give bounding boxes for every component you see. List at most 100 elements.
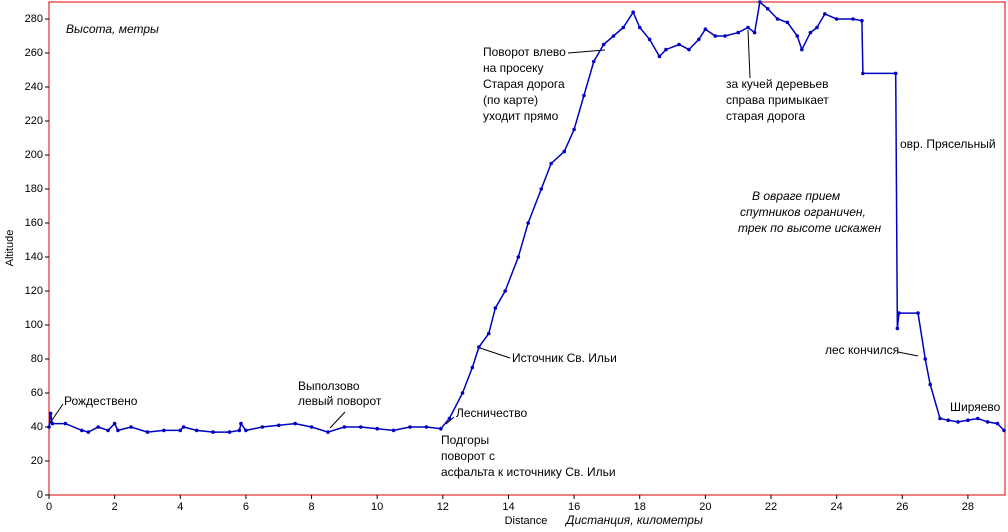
annotation: В овраге прием xyxy=(752,189,840,203)
point xyxy=(897,311,901,315)
annotation: Источник Св. Ильи xyxy=(512,351,617,365)
annotation: за кучей деревьев xyxy=(726,77,829,91)
point xyxy=(765,7,770,11)
point xyxy=(237,428,242,433)
point xyxy=(129,425,133,429)
y-tick-label: 200 xyxy=(25,149,43,161)
point xyxy=(572,127,576,132)
point xyxy=(358,425,363,429)
annotation: старая дорога xyxy=(726,109,805,123)
annotation: левый поворот xyxy=(298,394,382,408)
point xyxy=(647,37,652,42)
y-tick-label: 180 xyxy=(25,183,43,195)
point xyxy=(815,25,819,30)
x-tick-label: 22 xyxy=(765,501,777,513)
y-tick-label: 20 xyxy=(31,455,43,467)
point xyxy=(86,430,91,434)
annotation: асфальта к источнику Св. Ильи xyxy=(441,465,616,479)
annotation: Рождествено xyxy=(64,394,138,408)
x-tick-label: 8 xyxy=(308,501,314,513)
point xyxy=(916,311,920,315)
x-tick-label: 14 xyxy=(502,501,514,513)
point xyxy=(823,12,827,16)
y-tick-label: 80 xyxy=(31,353,43,365)
x-tick-label: 10 xyxy=(371,501,383,513)
point xyxy=(795,34,800,38)
point xyxy=(439,426,443,431)
point xyxy=(391,428,396,433)
point xyxy=(460,391,465,395)
y-tick-label: 160 xyxy=(25,217,43,229)
x-tick-label: 2 xyxy=(112,501,118,513)
leader xyxy=(445,416,455,425)
point xyxy=(975,416,980,421)
point xyxy=(985,420,990,424)
point xyxy=(493,306,498,310)
x-tick-label: 26 xyxy=(896,501,908,513)
point xyxy=(591,59,596,64)
point xyxy=(227,430,232,434)
point xyxy=(486,331,491,336)
y-tick-label: 260 xyxy=(25,47,43,59)
point xyxy=(703,27,708,32)
y-tick-label: 60 xyxy=(31,387,43,399)
point xyxy=(116,428,120,433)
point xyxy=(713,34,718,38)
point xyxy=(162,428,166,433)
y-tick-label: 280 xyxy=(25,13,43,25)
point xyxy=(96,425,101,429)
point xyxy=(181,425,186,429)
annotation: Подгоры xyxy=(441,433,489,447)
point xyxy=(80,428,84,433)
point xyxy=(48,411,53,416)
y-tick-label: 140 xyxy=(25,251,43,263)
x-tick-label: 18 xyxy=(634,501,646,513)
point xyxy=(657,54,662,59)
point xyxy=(1002,428,1006,433)
annotation: овр. Прясельный xyxy=(900,137,996,151)
point xyxy=(470,365,475,370)
point xyxy=(211,430,215,434)
point xyxy=(611,34,616,38)
x-tick-label: 20 xyxy=(699,501,711,513)
point xyxy=(723,34,727,38)
point xyxy=(956,420,960,424)
point xyxy=(582,93,586,98)
point xyxy=(938,416,942,421)
plot-frame xyxy=(48,1,1006,496)
point xyxy=(995,421,1000,426)
point xyxy=(775,17,780,21)
point xyxy=(244,428,248,433)
annotation: Старая дорога xyxy=(483,77,565,91)
point xyxy=(966,418,970,423)
point xyxy=(477,345,481,349)
leader xyxy=(897,351,919,357)
point xyxy=(601,42,606,47)
point xyxy=(851,17,855,21)
annotation: поворот с xyxy=(441,449,495,463)
point xyxy=(63,421,68,426)
point xyxy=(549,161,553,166)
annotation: справа примыкает xyxy=(726,93,829,107)
point xyxy=(860,18,864,23)
y-tick-label: 120 xyxy=(25,285,43,297)
point xyxy=(677,42,681,47)
point xyxy=(194,428,199,433)
annotation: Поворот влево xyxy=(483,45,566,59)
x-tick-label: 0 xyxy=(46,501,52,513)
point xyxy=(621,25,626,30)
point xyxy=(47,425,51,429)
point xyxy=(664,47,668,52)
annotation: уходит прямо xyxy=(483,109,559,123)
point xyxy=(808,30,813,35)
point xyxy=(834,17,839,21)
point xyxy=(326,430,330,434)
point xyxy=(923,357,928,361)
point xyxy=(800,47,804,52)
x-tick-label: 24 xyxy=(831,501,843,513)
leader xyxy=(479,347,511,359)
point xyxy=(145,430,150,434)
leader xyxy=(329,411,346,429)
